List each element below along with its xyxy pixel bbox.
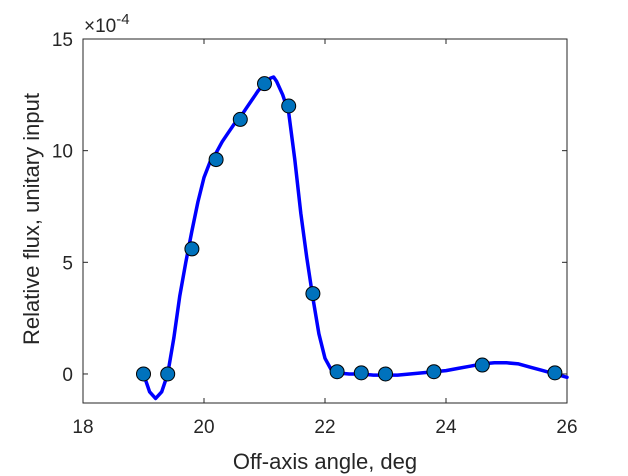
series-lines xyxy=(141,75,569,401)
y-axis-title: Relative flux, unitary input xyxy=(19,93,44,345)
data-point xyxy=(378,366,393,382)
x-axis-title: Off-axis angle, deg xyxy=(233,449,417,474)
series-markers xyxy=(136,76,563,382)
data-point xyxy=(208,152,224,168)
data-point xyxy=(353,365,369,381)
data-point xyxy=(257,76,272,92)
x-tick-label: 20 xyxy=(193,417,214,438)
y-axis-multiplier-base: ×10 xyxy=(84,16,116,37)
data-point xyxy=(184,241,200,257)
data-point xyxy=(136,366,151,382)
y-tick-label: 0 xyxy=(62,365,73,386)
y-axis-multiplier: ×10-4 xyxy=(84,11,130,37)
y-axis-ticks: 0 5 10 15 xyxy=(52,30,567,386)
x-tick-label: 18 xyxy=(72,417,93,438)
plot-frame xyxy=(82,38,568,404)
data-point xyxy=(426,364,442,380)
y-tick-label: 5 xyxy=(62,253,73,274)
data-point xyxy=(281,98,297,114)
data-point xyxy=(232,111,248,127)
data-point xyxy=(547,365,563,381)
data-point xyxy=(160,366,176,382)
y-tick-label: 15 xyxy=(52,30,73,51)
data-point xyxy=(474,357,490,373)
data-point xyxy=(305,286,321,302)
plot-area xyxy=(82,38,568,404)
y-tick-label: 10 xyxy=(52,142,73,163)
y-axis-multiplier-exponent: -4 xyxy=(116,11,129,28)
x-tick-label: 22 xyxy=(314,417,335,438)
x-axis-ticks: 18 20 22 24 26 xyxy=(72,39,578,438)
x-tick-label: 24 xyxy=(435,417,457,438)
data-point xyxy=(329,364,345,380)
x-tick-label: 26 xyxy=(556,417,577,438)
series-line xyxy=(141,75,569,401)
